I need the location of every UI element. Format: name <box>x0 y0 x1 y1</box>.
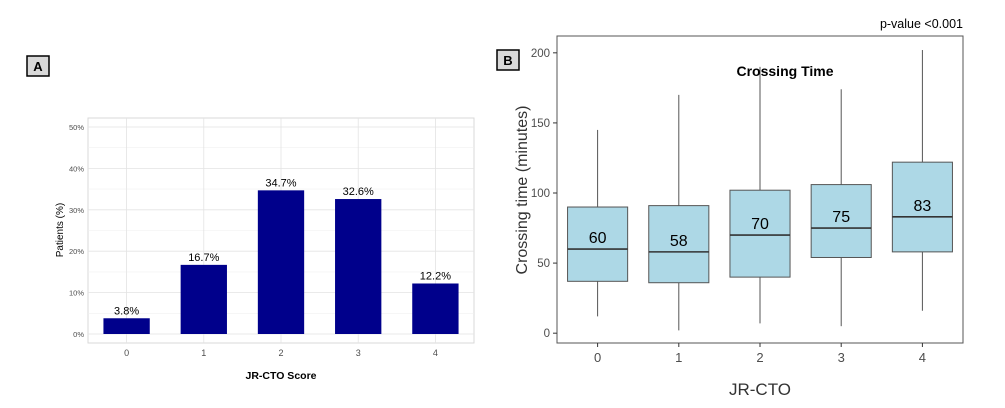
median-label-3: 75 <box>832 209 850 226</box>
panel-a-y-ticks: 0% 10% 20% 30% 40% 50% <box>69 123 84 339</box>
panel-a-x-axis-label: JR-CTO Score <box>246 370 317 382</box>
y-tick-label: 0% <box>73 330 84 339</box>
data-label-1: 16.7% <box>188 252 219 264</box>
y-tick-label: 100 <box>531 188 550 200</box>
panel-b: B p-value <0.001 60 58 70 75 83 Crossing Tim… <box>496 17 964 399</box>
panel-a: A 3.8%16.7%34.7%32.6%12.2% 0%10%20%30%40… <box>26 55 475 382</box>
x-tick-label: 0 <box>124 348 129 358</box>
data-label-4: 12.2% <box>420 270 451 282</box>
x-tick-label: 3 <box>356 348 361 358</box>
box-0 <box>567 206 629 282</box>
data-label-0: 3.8% <box>114 305 139 317</box>
data-label-2: 34.7% <box>265 177 296 189</box>
data-label-3: 32.6% <box>343 186 374 198</box>
y-tick-label: 50 <box>537 258 550 270</box>
panel-b-x-axis-label: JR-CTO <box>729 380 791 399</box>
panel-a-data-labels: 3.8% 16.7% 34.7% 32.6% 12.2% <box>114 177 451 317</box>
panel-a-x-ticks: 0 1 2 3 4 <box>124 348 438 358</box>
x-tick-label: 1 <box>201 348 206 358</box>
bar-1 <box>180 264 227 334</box>
bar-2 <box>257 190 305 334</box>
y-tick-label: 50% <box>69 123 84 132</box>
y-tick-label: 30% <box>69 206 84 215</box>
panel-a-y-axis-label: Patients (%) <box>55 203 66 257</box>
x-tick-label: 2 <box>756 350 763 365</box>
y-tick-label: 20% <box>69 247 84 256</box>
box-3 <box>810 184 872 258</box>
x-tick-label: 3 <box>838 350 845 365</box>
box-2 <box>729 189 791 278</box>
x-tick-label: 2 <box>278 348 283 358</box>
x-tick-label: 4 <box>433 348 438 358</box>
panel-b-x-ticks: 0 1 2 3 4 <box>594 343 926 365</box>
panel-b-boxes: 60 58 70 75 83 <box>567 50 953 331</box>
bar-0 <box>103 318 150 334</box>
bar-3 <box>335 199 382 334</box>
bar-4 <box>412 283 459 334</box>
y-tick-label: 200 <box>531 48 550 60</box>
y-tick-label: 40% <box>69 164 84 173</box>
y-tick-label: 10% <box>69 289 84 298</box>
x-tick-label: 1 <box>675 350 682 365</box>
panel-b-title: Crossing Time <box>737 63 834 79</box>
panel-b-label: B <box>503 53 512 68</box>
median-label-2: 70 <box>751 216 769 233</box>
p-value-annotation: p-value <0.001 <box>880 17 963 31</box>
median-label-0: 60 <box>589 230 607 247</box>
y-tick-label: 0 <box>544 328 550 340</box>
x-tick-label: 4 <box>919 350 926 365</box>
median-label-4: 83 <box>914 198 932 215</box>
median-label-1: 58 <box>670 233 688 250</box>
y-tick-label: 150 <box>531 118 550 130</box>
panel-b-label-box <box>496 49 520 71</box>
x-tick-label: 0 <box>594 350 601 365</box>
panel-a-label-box <box>26 55 50 77</box>
box-4 <box>891 161 953 253</box>
panel-a-label: A <box>33 59 43 74</box>
panel-b-y-axis-label: Crossing time (minutes) <box>514 106 531 275</box>
box-1 <box>648 205 710 284</box>
panel-a-bars <box>103 190 459 334</box>
panel-b-y-ticks: 0 50 100 150 200 <box>531 48 557 340</box>
